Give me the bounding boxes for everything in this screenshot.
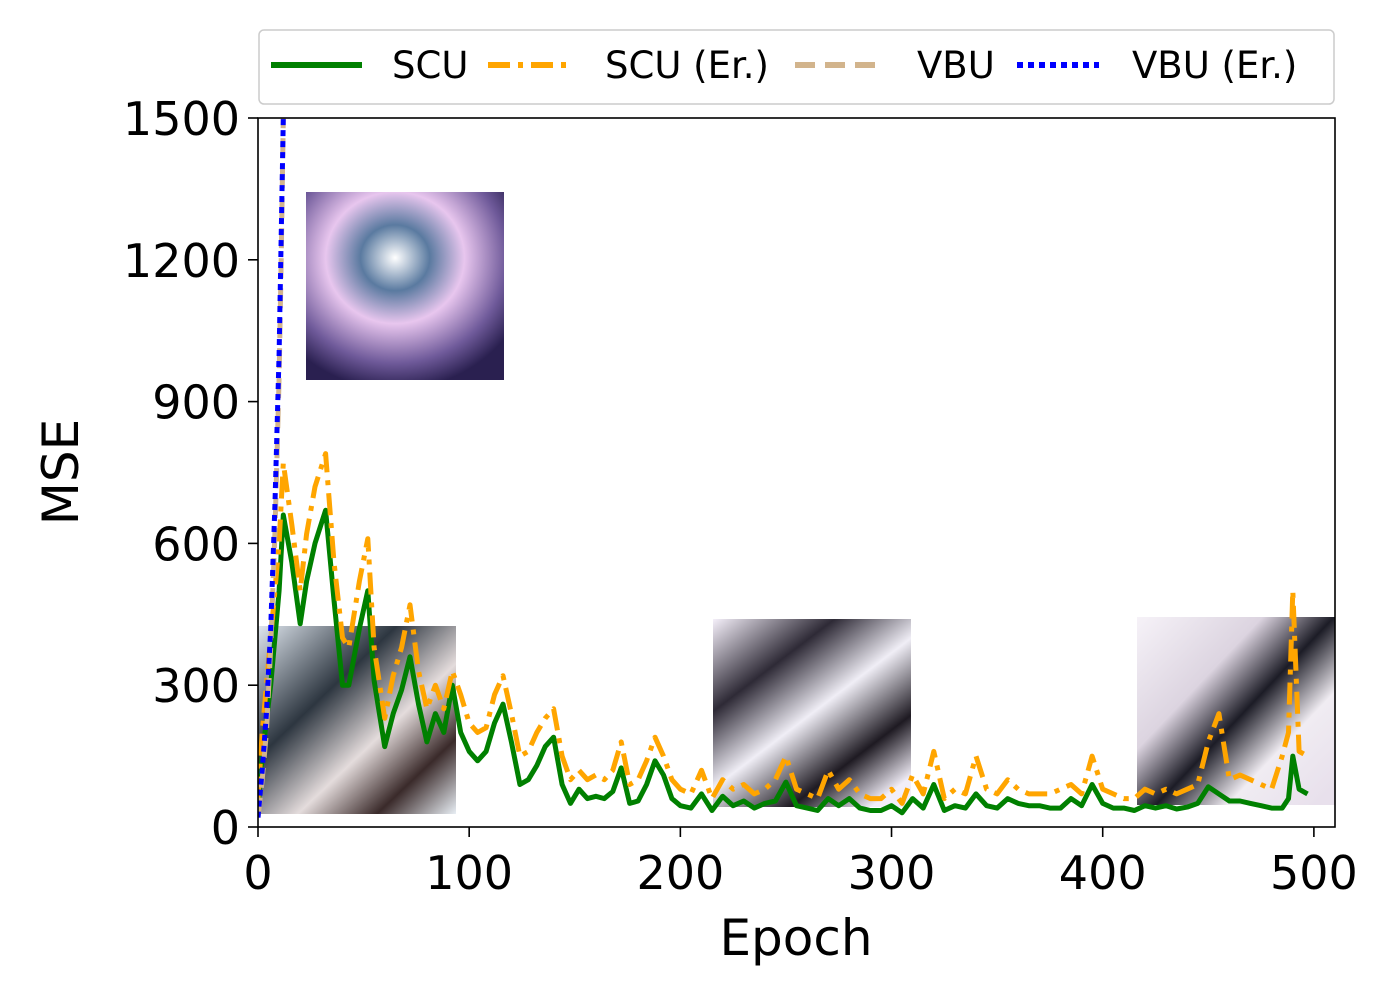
legend-label-2: VBU (917, 44, 995, 87)
x-tick-label: 300 (848, 846, 936, 900)
y-tick-label: 0 (211, 801, 240, 855)
series-line-0 (258, 507, 1309, 816)
y-tick-label: 600 (152, 517, 240, 571)
legend: SCU SCU (Er.) VBU VBU (Er.) (258, 29, 1335, 105)
series-line-1 (258, 451, 1309, 806)
series-layer (258, 118, 1309, 818)
inset-image-middle (713, 619, 911, 807)
x-tick-label: 0 (243, 846, 272, 900)
y-tick-label: 1200 (123, 234, 240, 288)
x-axis: 0 100 200 300 400 500 (243, 827, 1358, 900)
x-tick-label: 400 (1059, 846, 1147, 900)
legend-label-1: SCU (Er.) (605, 44, 769, 87)
inset-images (258, 192, 1335, 814)
y-axis: 0 300 600 900 1200 1500 (123, 92, 258, 855)
inset-image-top (306, 192, 504, 380)
y-tick-label: 1500 (123, 92, 240, 146)
y-axis-title: MSE (32, 419, 90, 525)
plot-frame (257, 117, 1336, 828)
inset-image-right (1137, 617, 1335, 805)
x-tick-label: 100 (425, 846, 513, 900)
y-tick-label: 900 (152, 376, 240, 430)
x-tick-label: 200 (636, 846, 724, 900)
legend-label-3: VBU (Er.) (1132, 44, 1297, 87)
y-tick-label: 300 (152, 659, 240, 713)
x-axis-title: Epoch (719, 909, 872, 967)
legend-label-0: SCU (392, 44, 468, 87)
series-line-3 (258, 118, 286, 818)
x-tick-label: 500 (1270, 846, 1358, 900)
